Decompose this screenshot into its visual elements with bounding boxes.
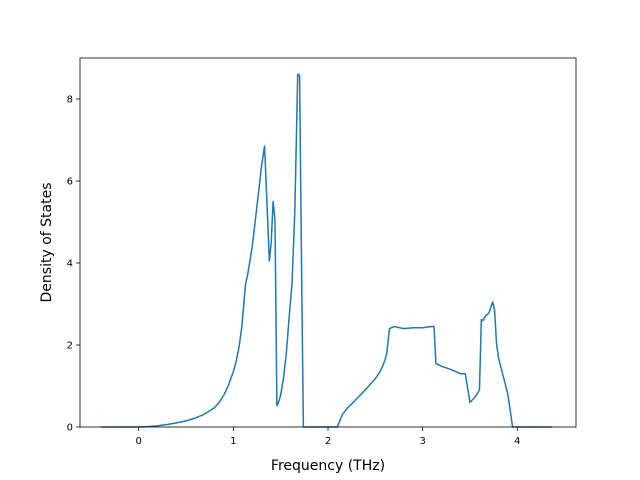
plot-frame (79, 57, 577, 428)
y-axis-label: Density of States (39, 183, 55, 303)
y-tick-label: 4 (67, 259, 73, 270)
plot-background (80, 58, 576, 427)
y-tick-label: 0 (67, 423, 73, 434)
x-tick-label: 1 (230, 436, 236, 447)
y-tick-label: 8 (67, 95, 73, 106)
x-tick-label: 4 (514, 436, 520, 447)
x-tick-label: 3 (419, 436, 425, 447)
axis-ticks: 0 1 2 3 4 0 2 4 6 8 (67, 95, 521, 448)
x-tick-label: 2 (325, 436, 331, 447)
y-tick-label: 6 (67, 177, 73, 188)
x-axis-label: Frequency (THz) (271, 458, 385, 474)
y-tick-label: 2 (67, 341, 73, 352)
x-tick-label: 0 (135, 436, 141, 447)
